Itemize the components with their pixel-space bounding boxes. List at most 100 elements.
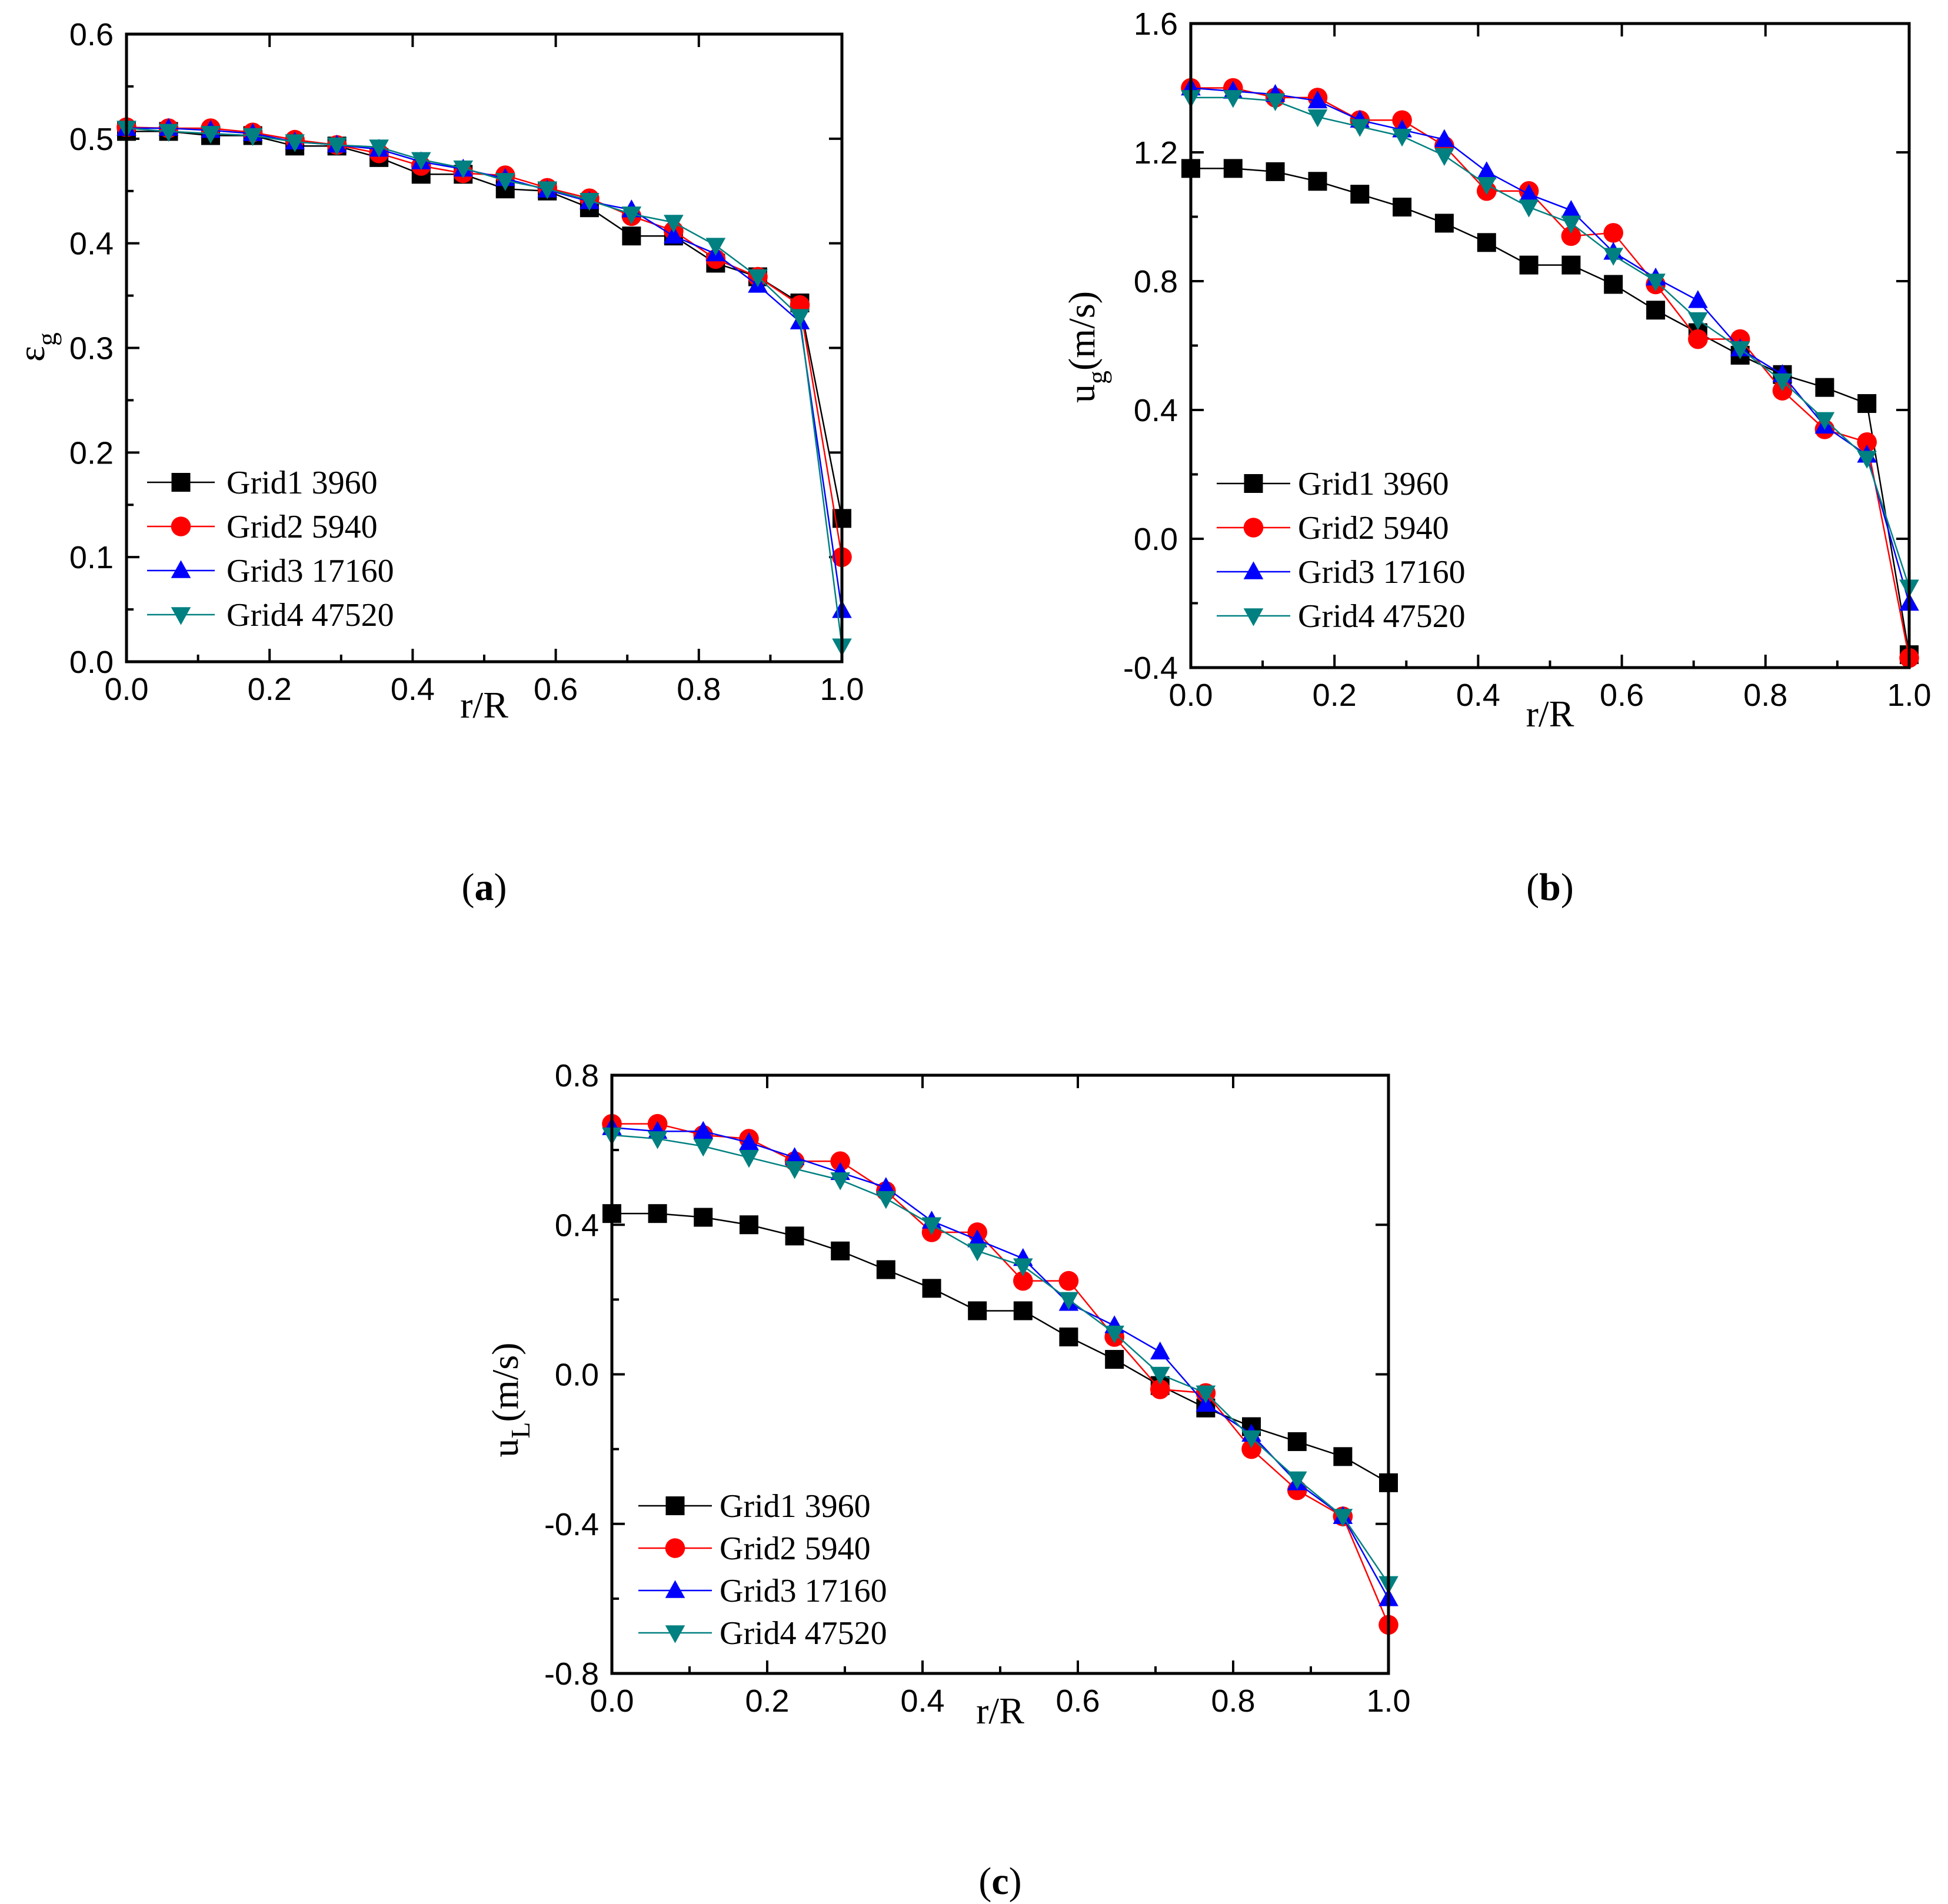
panel-label: (c) (978, 1860, 1021, 1903)
panel-label: (a) (462, 866, 507, 909)
data-point (327, 137, 347, 156)
x-tick-label: 0.4 (391, 672, 435, 707)
y-tick-label: 1.6 (1134, 6, 1178, 42)
data-point (968, 1301, 987, 1321)
y-tick-label: 0.0 (69, 645, 114, 680)
x-tick-label: 0.0 (590, 1683, 634, 1719)
data-point (785, 1226, 804, 1246)
x-tick-label: 0.6 (1600, 678, 1644, 713)
legend-label: Grid1 3960 (720, 1488, 871, 1525)
legend-marker (171, 607, 191, 625)
data-point (1434, 148, 1454, 166)
data-point (1730, 341, 1750, 359)
data-point (1241, 1430, 1261, 1449)
series-line (126, 131, 843, 519)
data-point (1477, 176, 1497, 195)
data-point (921, 1217, 942, 1235)
data-point (784, 1161, 805, 1179)
y-axis-unit: (m/s) (484, 1342, 526, 1422)
data-point (1287, 1432, 1307, 1451)
data-point (1013, 1301, 1033, 1321)
data-point (1059, 1327, 1078, 1346)
legend-marker (171, 473, 191, 492)
data-point (1350, 119, 1370, 137)
legend-label: Grid2 5940 (720, 1530, 871, 1567)
data-point (201, 126, 221, 144)
y-tick-label: 1.2 (1134, 135, 1178, 171)
legend-marker (1243, 561, 1264, 579)
series-grid1-3960 (1181, 159, 1919, 665)
legend-label: Grid1 3960 (1298, 466, 1449, 502)
x-tick-label: 0.4 (900, 1683, 944, 1719)
data-point (1105, 1350, 1124, 1369)
panel-letter: c (991, 1860, 1008, 1903)
x-tick-label: 0.8 (1743, 678, 1787, 713)
legend-marker (1243, 518, 1264, 538)
data-point (739, 1150, 759, 1168)
panel-letter: a (475, 866, 494, 909)
data-point (1519, 255, 1539, 275)
y-axis-symbol: ε (11, 346, 52, 362)
y-tick-label: 0.8 (555, 1058, 599, 1093)
data-point (705, 238, 726, 256)
data-point (1223, 159, 1243, 178)
data-point (285, 134, 305, 152)
data-point (694, 1208, 713, 1227)
y-tick-label: 0.0 (1134, 522, 1178, 557)
data-point (1688, 329, 1708, 349)
y-axis-subscript: L (505, 1422, 535, 1438)
data-point (647, 1131, 668, 1149)
panel-letter: b (1539, 866, 1561, 909)
x-tick-label: 0.0 (104, 672, 148, 707)
data-point (1814, 412, 1835, 431)
x-tick-label: 1.0 (820, 672, 864, 707)
y-tick-label: 0.4 (69, 226, 114, 262)
legend-label: Grid4 47520 (1298, 598, 1466, 635)
legend-marker (665, 1580, 685, 1598)
data-point (1772, 373, 1793, 392)
y-axis-title: εg (11, 332, 62, 362)
data-point (1150, 1366, 1170, 1385)
legend-label: Grid1 3960 (227, 465, 378, 501)
data-point (1265, 93, 1286, 111)
x-tick-label: 0.2 (248, 672, 292, 707)
x-tick-label: 0.0 (1168, 678, 1213, 713)
data-point (967, 1229, 987, 1248)
x-axis-title: r/R (460, 684, 508, 726)
data-point (411, 152, 431, 170)
data-point (1561, 215, 1581, 234)
data-point (242, 128, 263, 146)
chart-c: 0.0 0.2 0.4 0.6 0.8 1.0 -0.8 -0.4 0.0 0.4 0.8 Grid1… (484, 1058, 1411, 1903)
data-point (622, 226, 641, 246)
data-point (790, 309, 810, 327)
data-point (580, 192, 600, 211)
legend-marker (665, 1496, 685, 1515)
x-tick-label: 0.4 (1456, 678, 1500, 713)
y-axis-subscript: g (32, 332, 62, 346)
data-point (1013, 1271, 1033, 1291)
data-point (537, 181, 558, 199)
data-point (495, 173, 515, 191)
legend-label: Grid3 17160 (227, 553, 394, 589)
data-point (1561, 255, 1581, 275)
legend-marker (665, 1538, 685, 1558)
x-axis-title: r/R (1526, 693, 1574, 735)
x-tick-label: 0.8 (677, 672, 721, 707)
legend-marker (171, 516, 191, 536)
data-point (1604, 275, 1623, 294)
x-tick-label: 0.2 (745, 1683, 789, 1719)
data-point (1223, 90, 1243, 108)
y-tick-label: -0.4 (544, 1507, 599, 1542)
legend: Grid1 3960 Grid2 5940 Grid3 17160 Grid4 475… (1217, 466, 1466, 635)
data-point (1241, 1439, 1261, 1459)
data-point (1603, 223, 1623, 243)
data-point (369, 139, 389, 158)
x-tick-label: 0.6 (534, 672, 578, 707)
plot-frame (125, 32, 844, 663)
data-point (967, 1243, 987, 1262)
data-point (693, 1121, 714, 1139)
x-tick-label: 1.0 (1887, 678, 1931, 713)
data-point (1308, 172, 1327, 191)
panel-label: (b) (1526, 866, 1574, 909)
data-point (1477, 161, 1497, 179)
